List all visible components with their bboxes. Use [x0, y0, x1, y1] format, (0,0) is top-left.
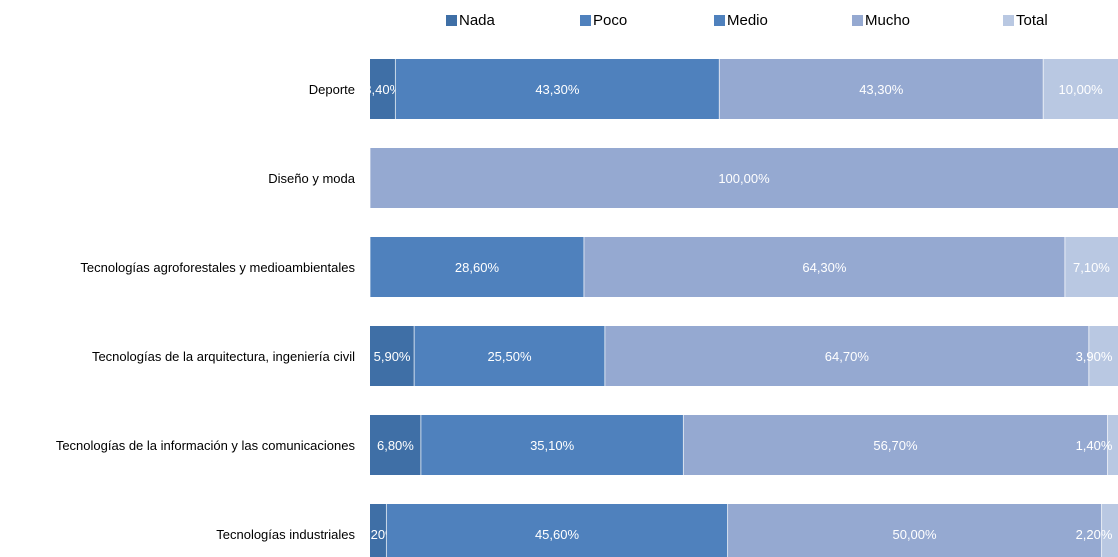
data-label: 56,70%: [873, 438, 918, 453]
data-label: 35,10%: [530, 438, 575, 453]
data-label: 64,70%: [825, 349, 870, 364]
data-label: 100,00%: [718, 171, 770, 186]
bar-segment-nada: [370, 504, 387, 557]
legend-label-poco: Poco: [593, 12, 627, 29]
bar-segment-nada: [370, 326, 415, 386]
bar-segment-nada: [370, 415, 421, 475]
data-label: 64,30%: [802, 260, 847, 275]
bar-segment-medio: [414, 326, 605, 386]
category-label: Tecnologías industriales: [216, 527, 355, 542]
category-label: Tecnologías de la arquitectura, ingenier…: [92, 349, 355, 364]
data-label: 3,40%: [364, 82, 401, 97]
bar-segment-medio: [420, 415, 684, 475]
bar-segment-total: [1088, 326, 1118, 386]
data-label: 45,60%: [535, 527, 580, 542]
legend-swatch-nada: [446, 15, 457, 26]
data-label: 25,50%: [487, 349, 532, 364]
bar-segment-mucho: [683, 415, 1108, 475]
bar-segment-nada: [370, 59, 396, 119]
legend-label-nada: Nada: [459, 12, 496, 29]
legend-label-total: Total: [1016, 12, 1048, 29]
data-label: 3,90%: [1076, 349, 1113, 364]
bar-segment-total: [1043, 59, 1118, 119]
bar-segment-total: [1064, 237, 1118, 297]
category-label: Deporte: [309, 82, 355, 97]
bar-segment-medio: [386, 504, 728, 557]
data-label: 1,40%: [1076, 438, 1113, 453]
data-label: 50,00%: [892, 527, 937, 542]
category-label: Diseño y moda: [268, 171, 355, 186]
bar-segment-total: [1101, 504, 1118, 557]
bar-segment-mucho: [370, 148, 1118, 208]
data-label: 28,60%: [455, 260, 500, 275]
legend-swatch-medio: [714, 15, 725, 26]
bar-segment-mucho: [583, 237, 1065, 297]
data-label: 43,30%: [859, 82, 904, 97]
legend: Nada Poco Medio Mucho Total: [446, 12, 1048, 29]
bar-segment-mucho: [727, 504, 1102, 557]
data-label: 10,00%: [1059, 82, 1104, 97]
bar-segment-medio: [395, 59, 720, 119]
legend-swatch-poco: [580, 15, 591, 26]
legend-label-medio: Medio: [727, 12, 768, 29]
bar-segment-total: [1107, 415, 1118, 475]
legend-label-mucho: Mucho: [865, 12, 910, 29]
data-label: 43,30%: [535, 82, 580, 97]
bar-segment-mucho: [719, 59, 1044, 119]
legend-swatch-mucho: [852, 15, 863, 26]
bar-segment-medio: [370, 237, 584, 297]
data-label: 5,90%: [374, 349, 411, 364]
data-label: 6,80%: [377, 438, 414, 453]
category-label: Tecnologías agroforestales y medioambien…: [80, 260, 355, 275]
data-label: 7,10%: [1073, 260, 1110, 275]
plot-area: Deporte 3,40% 43,30% 43,30% 10,00% Diseño y m…: [56, 59, 1118, 557]
category-label: Tecnologías de la información y las comu…: [56, 438, 356, 453]
bar-segment-mucho: [604, 326, 1089, 386]
legend-swatch-total: [1003, 15, 1014, 26]
data-label: 2,20%: [1076, 527, 1113, 542]
